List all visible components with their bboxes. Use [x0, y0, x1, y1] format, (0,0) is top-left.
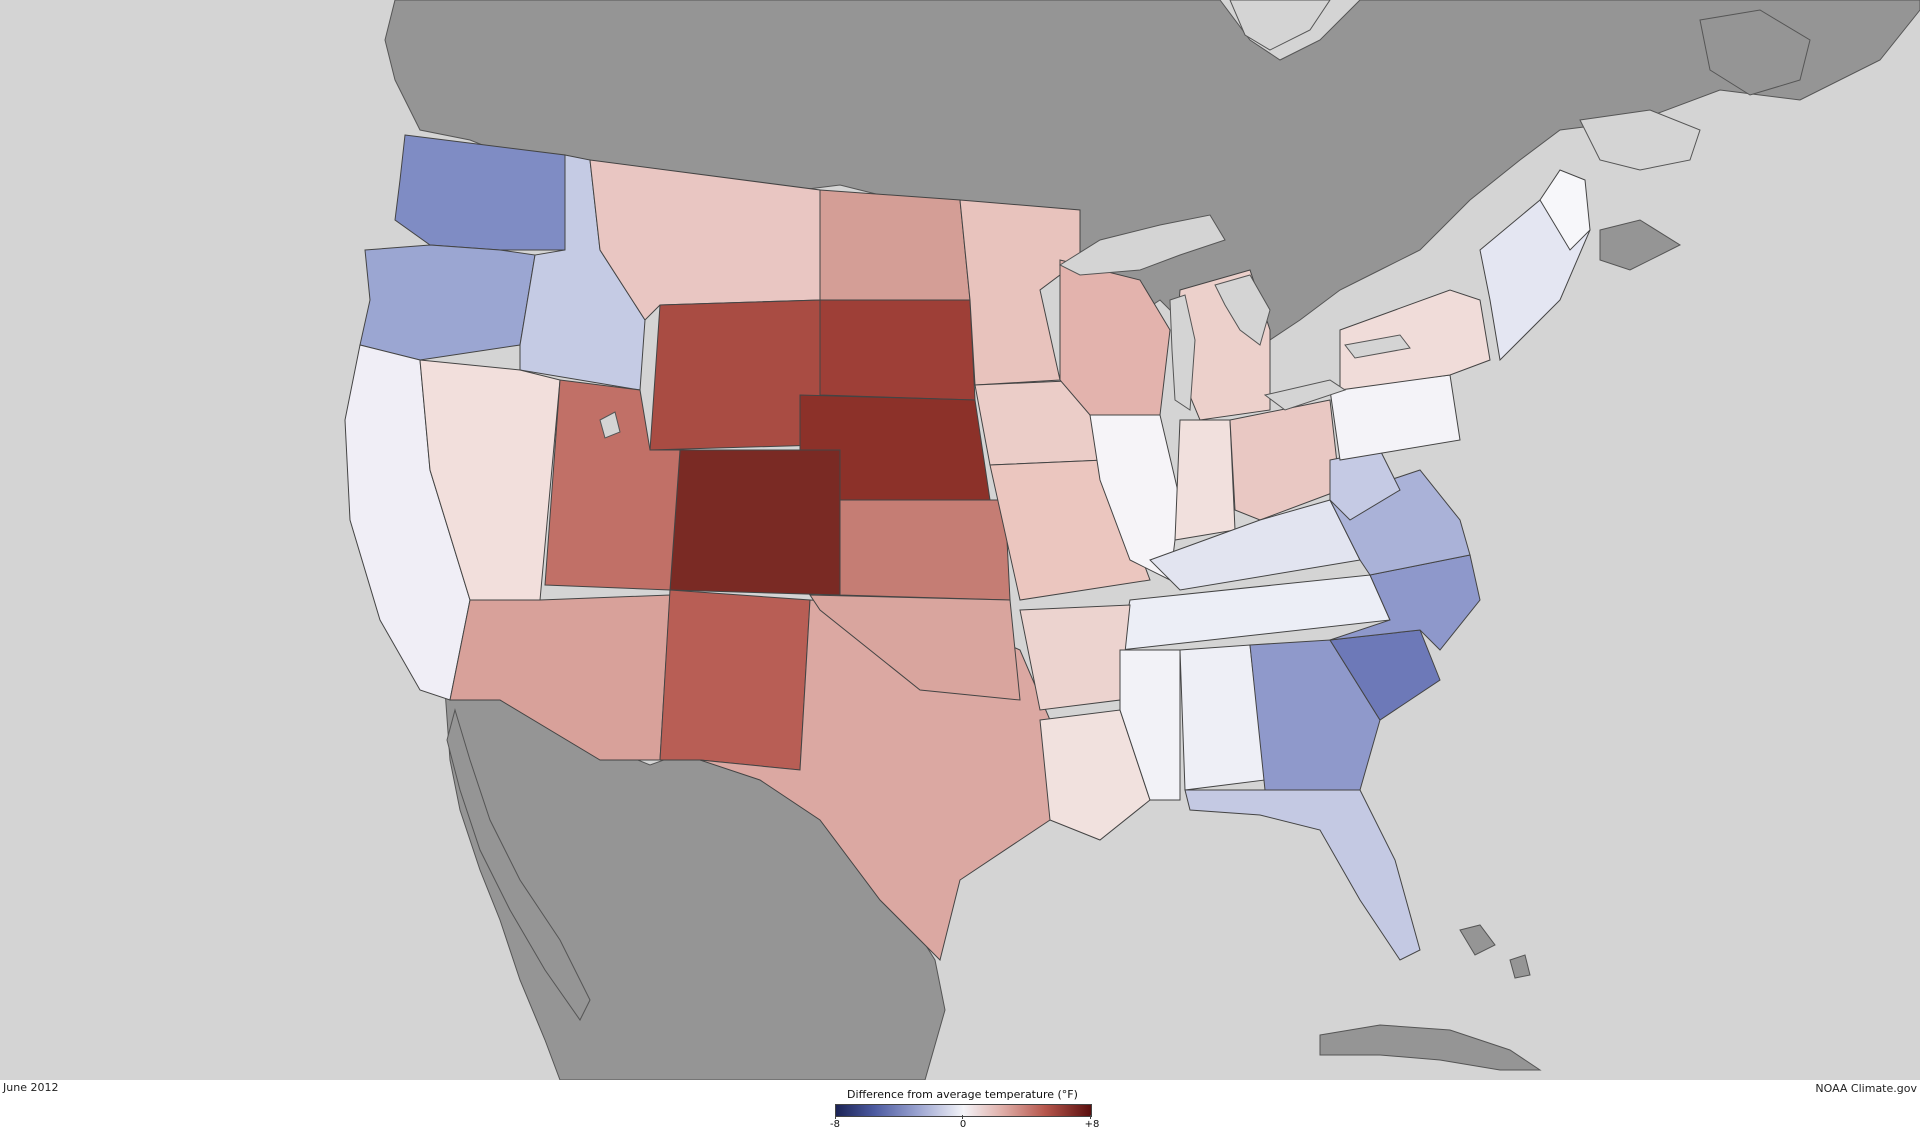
region-south-dakota [819, 299, 976, 401]
region-wyoming [649, 299, 821, 451]
legend-max-label: +8 [1084, 1119, 1100, 1130]
region-north-carolina [1329, 554, 1481, 651]
hudson-bay [1229, 0, 1331, 51]
legend-color-bar [835, 1104, 1092, 1117]
lake-superior [1058, 214, 1226, 276]
map-footer: June 2012 NOAA Climate.gov Difference fr… [0, 1080, 1920, 1140]
region-indiana [1174, 419, 1236, 541]
color-legend: Difference from average temperature (°F)… [830, 1086, 1099, 1138]
region-minnesota [959, 199, 1081, 386]
region-colorado [669, 449, 841, 596]
region-oregon [359, 244, 536, 361]
region-mississippi [1119, 649, 1181, 801]
credit-label: NOAA Climate.gov [1815, 1082, 1917, 1095]
legend-tick-mid [962, 1115, 963, 1119]
bahamas [1459, 924, 1531, 979]
newfoundland [1699, 9, 1811, 96]
region-arkansas [1019, 604, 1131, 711]
legend-tick-min [835, 1115, 836, 1119]
baja-california [446, 708, 591, 1021]
date-label: June 2012 [3, 1081, 59, 1094]
legend-mid-label: 0 [959, 1119, 967, 1130]
lake-michigan [1169, 294, 1196, 411]
region-ohio [1229, 399, 1341, 521]
region-north-dakota [819, 189, 971, 301]
temperature-anomaly-map [0, 0, 1920, 1080]
region-georgia [1249, 639, 1381, 791]
region-washington [394, 134, 566, 251]
gulf-of-st-lawrence [1579, 109, 1701, 171]
region-florida [1184, 789, 1421, 961]
legend-tick-max [1090, 1115, 1091, 1119]
lake-erie [1263, 379, 1347, 411]
region-utah [544, 379, 681, 591]
great-salt-lake [599, 411, 621, 439]
region-kansas [839, 499, 1011, 601]
region-louisiana [1039, 709, 1151, 841]
lake-huron [1214, 274, 1271, 346]
nova-scotia [1599, 219, 1682, 271]
legend-min-label: -8 [830, 1119, 840, 1130]
lake-ontario [1344, 334, 1411, 359]
legend-title: Difference from average temperature (°F) [847, 1088, 1078, 1101]
region-oklahoma [809, 594, 1021, 701]
cuba [1319, 1024, 1542, 1071]
us-temperature-regions [344, 134, 1591, 961]
map-canvas [344, 0, 1920, 1080]
region-new-mexico [659, 589, 811, 771]
region-maine [1539, 169, 1591, 251]
